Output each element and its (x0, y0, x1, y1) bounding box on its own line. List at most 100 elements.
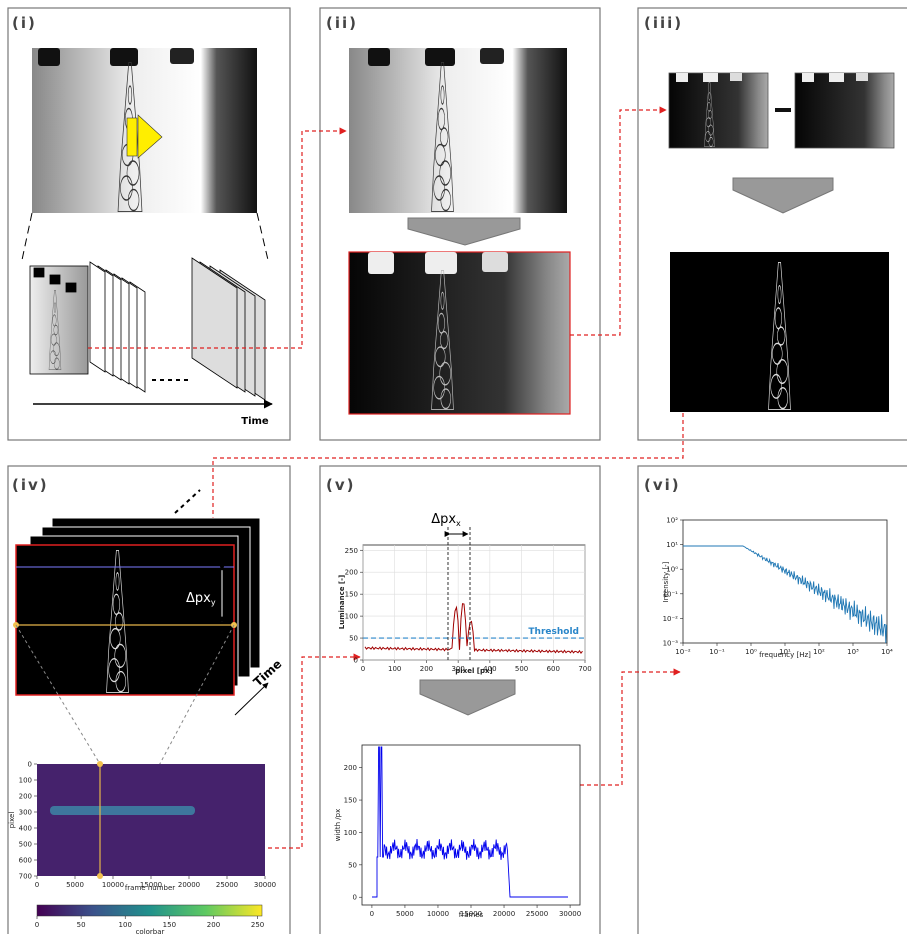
x-tick-label: 30000 (559, 910, 581, 918)
x-tick-label: 20000 (178, 881, 200, 889)
panel-label: (vi) (644, 476, 681, 494)
x-tick-label: 20000 (493, 910, 515, 918)
x-tick-label: 200 (207, 921, 220, 929)
x-tick-label: 25000 (526, 910, 548, 918)
x-tick-label: 100 (119, 921, 132, 929)
zoom-line (22, 213, 32, 260)
panel-label: (ii) (326, 14, 358, 32)
x-tick-label: 300 (451, 665, 464, 673)
y-tick-label: 0 (28, 761, 32, 769)
panel-label: (iv) (12, 476, 49, 494)
x-tick-label: 0 (35, 881, 39, 889)
y-tick-label: 10⁰ (666, 566, 678, 574)
threshold-label: Threshold (528, 627, 579, 637)
process-arrow (420, 680, 515, 715)
axis-label: colorbar (136, 928, 165, 934)
y-tick-label: 500 (19, 841, 32, 849)
y-tick-label: 0 (354, 657, 358, 665)
y-tick-label: 100 (344, 829, 357, 837)
axis-label: pixel (8, 812, 16, 829)
x-tick-label: 150 (163, 921, 176, 929)
x-tick-label: 10³ (847, 648, 859, 656)
y-tick-label: 150 (344, 797, 357, 805)
x-tick-label: 0 (370, 910, 374, 918)
subtracted-image (670, 252, 889, 412)
x-tick-label: 10¹ (779, 648, 791, 656)
x-tick-label: 10⁴ (881, 648, 893, 656)
delta-text: Δpx (431, 512, 456, 527)
x-tick-label: 25000 (216, 881, 238, 889)
width-trace (372, 747, 568, 897)
panel-label: (iii) (644, 14, 683, 32)
delta-sub: y (211, 598, 216, 607)
heatmap (37, 761, 265, 879)
y-tick-label: 200 (344, 764, 357, 772)
y-tick-label: 200 (19, 793, 32, 801)
x-tick-label: 5000 (66, 881, 84, 889)
raw-image (349, 48, 567, 213)
y-tick-label: 100 (19, 777, 32, 785)
zoom-line (257, 213, 268, 260)
x-tick-label: 10² (813, 648, 825, 656)
spectrum-trace (683, 546, 887, 643)
y-tick-label: 10² (666, 517, 678, 525)
y-tick-label: 250 (345, 547, 358, 555)
x-tick-label: 400 (483, 665, 496, 673)
process-arrow (408, 218, 520, 245)
x-tick-label: 50 (77, 921, 86, 929)
x-tick-label: 250 (251, 921, 264, 929)
x-tick-label: 10000 (427, 910, 449, 918)
difference-images (669, 73, 894, 148)
y-tick-label: 10⁻¹ (663, 590, 679, 598)
y-tick-label: 300 (19, 809, 32, 817)
connector (570, 110, 666, 335)
process-arrow (733, 178, 833, 213)
delta-sub: x (456, 519, 461, 528)
y-tick-label: 10¹ (666, 541, 678, 549)
x-tick-label: 500 (515, 665, 528, 673)
panel-label: (v) (326, 476, 356, 494)
raw-image (32, 48, 257, 213)
ellipsis (175, 490, 200, 513)
panel-frame (638, 466, 907, 934)
x-tick-label: 30000 (254, 881, 276, 889)
y-tick-label: 50 (349, 635, 358, 643)
x-tick-label: 10000 (102, 881, 124, 889)
x-tick-label: 200 (420, 665, 433, 673)
x-tick-label: 10⁻¹ (709, 648, 725, 656)
y-tick-label: 700 (19, 873, 32, 881)
y-tick-label: 0 (353, 894, 357, 902)
frame-stack (30, 258, 265, 400)
figure: (i) (ii) (iii) (iv) (v) (vi) Time Δpxy T… (0, 0, 907, 934)
axis-label: width /px (334, 809, 342, 841)
y-tick-label: 10⁻³ (663, 640, 679, 648)
connector (580, 672, 680, 785)
y-tick-label: 50 (348, 861, 357, 869)
y-tick-label: 100 (345, 613, 358, 621)
x-tick-label: 100 (388, 665, 401, 673)
x-tick-label: 5000 (396, 910, 414, 918)
plot-frame (362, 745, 580, 905)
x-tick-label: 15000 (140, 881, 162, 889)
x-tick-label: 0 (35, 921, 39, 929)
frame-stack (13, 518, 260, 695)
x-tick-label: 0 (361, 665, 365, 673)
time-label: Time (241, 416, 269, 427)
y-tick-label: 10⁻² (663, 615, 679, 623)
time-arrow (235, 683, 268, 715)
background-image (349, 252, 570, 414)
panel-label: (i) (12, 14, 37, 32)
x-tick-label: 700 (578, 665, 591, 673)
axis-label: Luminance [-] (338, 575, 346, 629)
delta-text: Δpx (186, 591, 211, 606)
y-tick-label: 600 (19, 857, 32, 865)
y-tick-label: 200 (345, 569, 358, 577)
y-tick-label: 400 (19, 825, 32, 833)
plot-frame (683, 520, 887, 643)
x-tick-label: 15000 (460, 910, 482, 918)
x-tick-label: 10⁰ (745, 648, 757, 656)
x-tick-label: 10⁻² (675, 648, 691, 656)
delta-label: Δpxx (431, 512, 461, 528)
y-tick-label: 150 (345, 591, 358, 599)
colorbar (37, 905, 262, 916)
